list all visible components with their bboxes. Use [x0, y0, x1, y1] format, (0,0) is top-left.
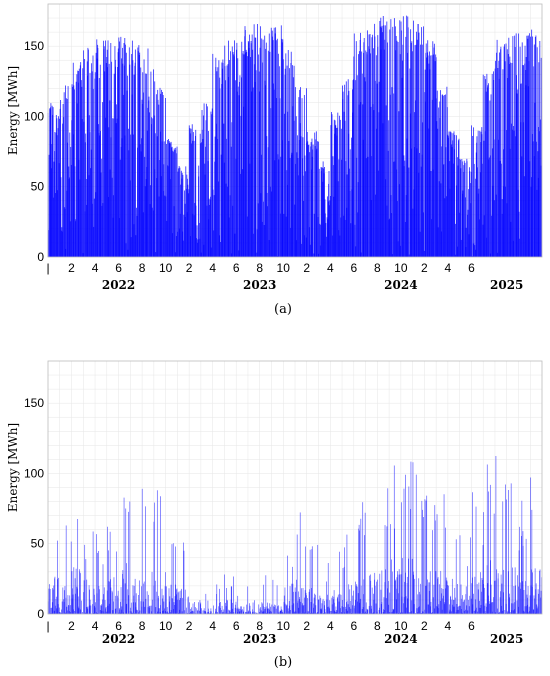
x-year-label: 2025 — [490, 278, 523, 292]
x-tick-label: 4 — [445, 261, 452, 275]
x-tick-label: 10 — [277, 619, 291, 633]
x-tick-label: 6 — [468, 261, 475, 275]
x-tick-label: 10 — [159, 261, 173, 275]
x-year-label: 2022 — [102, 632, 135, 646]
y-tick-label: 150 — [24, 39, 44, 53]
x-tick-label: 2 — [303, 619, 310, 633]
x-tick-label: 2 — [303, 261, 310, 275]
y-tick-label: 100 — [24, 109, 44, 123]
y-tick-label: 0 — [37, 607, 44, 621]
x-tick-label: 6 — [350, 619, 357, 633]
x-tick-label: 4 — [209, 619, 216, 633]
panel-label: (b) — [274, 655, 292, 670]
x-tick-label: 2 — [186, 261, 193, 275]
y-tick-label: 50 — [31, 180, 45, 194]
x-year-label: 2023 — [243, 632, 276, 646]
x-tick-label: 8 — [139, 619, 146, 633]
x-year-label: 2022 — [102, 278, 135, 292]
series-bars — [47, 456, 543, 614]
chart-panel-b: 0 50 100 150 Energy [MWh] | 2 4 6 8 10 2 4 6 8 10 2 4 6 8 10… — [6, 360, 543, 670]
x-tick-label: 10 — [394, 261, 408, 275]
x-tick-label: 6 — [233, 261, 240, 275]
x-tick-label: 10 — [277, 261, 291, 275]
x-tick-label: 10 — [159, 619, 173, 633]
x-tick-label: 2 — [421, 619, 428, 633]
x-tick-label: 8 — [256, 619, 263, 633]
y-tick-label: 100 — [24, 466, 44, 480]
x-tick-label: 2 — [68, 619, 75, 633]
y-tick-label: 0 — [37, 250, 44, 264]
x-tick-label: | — [46, 619, 49, 633]
x-tick-label: 4 — [327, 619, 334, 633]
y-axis-label: Energy [MWh] — [6, 423, 20, 512]
x-tick-label: 6 — [468, 619, 475, 633]
y-axis-label: Energy [MWh] — [6, 66, 20, 155]
plot-frame — [47, 360, 543, 615]
chart-panel-a: 0 50 100 150 Energy [MWh] | 2 4 6 8 10 2 4 6 8 10 2 4 6 8 10… — [6, 3, 543, 317]
y-tick-label: 150 — [24, 396, 44, 410]
x-tick-label: 6 — [115, 619, 122, 633]
x-year-label: 2024 — [384, 632, 417, 646]
panel-label: (a) — [274, 302, 292, 317]
x-tick-label: 10 — [394, 619, 408, 633]
x-tick-label: 4 — [327, 261, 334, 275]
x-year-label: 2023 — [243, 278, 276, 292]
x-tick-label: 8 — [139, 261, 146, 275]
x-tick-label: 8 — [374, 619, 381, 633]
x-tick-label: | — [46, 261, 49, 275]
plot-frame — [47, 3, 543, 258]
x-tick-label: 4 — [445, 619, 452, 633]
x-tick-label: 8 — [374, 261, 381, 275]
x-tick-label: 2 — [68, 261, 75, 275]
y-tick-label: 50 — [31, 537, 45, 551]
x-year-label: 2025 — [490, 632, 523, 646]
x-tick-label: 4 — [92, 261, 99, 275]
x-tick-label: 4 — [209, 261, 216, 275]
x-year-label: 2024 — [384, 278, 417, 292]
x-tick-label: 4 — [92, 619, 99, 633]
x-tick-label: 6 — [233, 619, 240, 633]
x-tick-label: 8 — [256, 261, 263, 275]
x-tick-label: 6 — [350, 261, 357, 275]
x-tick-label: 2 — [186, 619, 193, 633]
x-tick-label: 2 — [421, 261, 428, 275]
x-tick-label: 6 — [115, 261, 122, 275]
series-bars — [47, 15, 543, 257]
